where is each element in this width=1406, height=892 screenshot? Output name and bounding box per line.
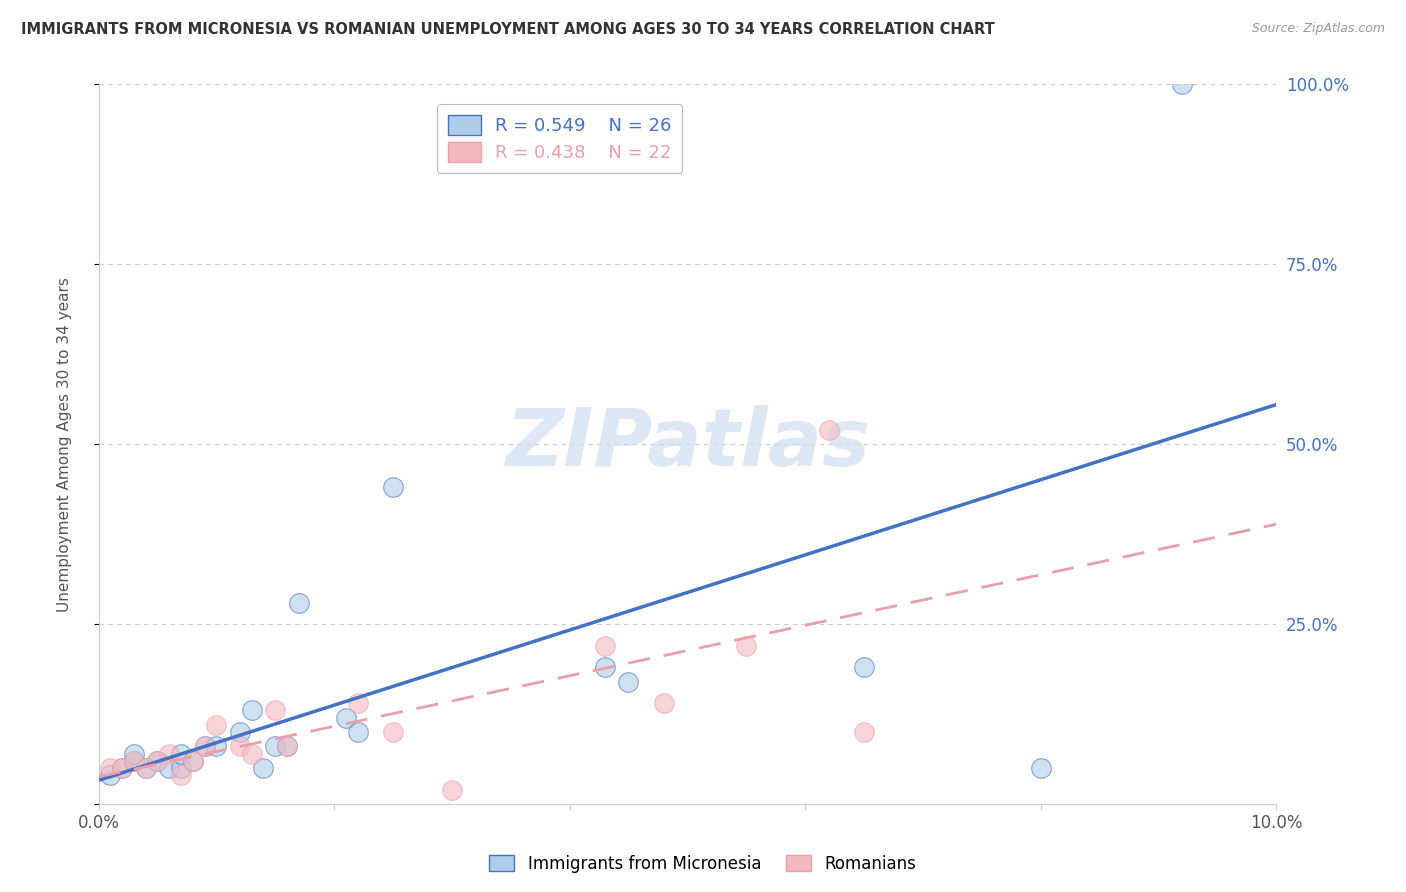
- Point: [122, 747, 145, 761]
- Point: [146, 754, 169, 768]
- Point: [193, 739, 215, 754]
- Point: [122, 754, 145, 768]
- Point: [181, 754, 204, 768]
- Point: [381, 480, 404, 494]
- Text: Source: ZipAtlas.com: Source: ZipAtlas.com: [1251, 22, 1385, 36]
- Point: [111, 761, 134, 775]
- Point: [735, 639, 758, 653]
- Point: [1029, 761, 1052, 775]
- Point: [193, 739, 215, 754]
- Point: [440, 782, 463, 797]
- Point: [146, 754, 169, 768]
- Point: [205, 739, 228, 754]
- Point: [170, 768, 193, 782]
- Point: [276, 739, 298, 754]
- Point: [287, 595, 309, 609]
- Point: [229, 725, 252, 739]
- Text: ZIPatlas: ZIPatlas: [505, 405, 870, 483]
- Point: [157, 747, 180, 761]
- Point: [652, 696, 675, 710]
- Legend: Immigrants from Micronesia, Romanians: Immigrants from Micronesia, Romanians: [482, 848, 924, 880]
- Point: [817, 423, 839, 437]
- Point: [98, 761, 121, 775]
- Point: [381, 725, 404, 739]
- Point: [264, 703, 287, 717]
- Point: [205, 718, 228, 732]
- Point: [122, 754, 145, 768]
- Point: [852, 660, 875, 674]
- Point: [593, 639, 616, 653]
- Point: [346, 696, 368, 710]
- Point: [170, 747, 193, 761]
- Point: [617, 674, 640, 689]
- Point: [252, 761, 274, 775]
- Point: [335, 711, 357, 725]
- Point: [264, 739, 287, 754]
- Point: [346, 725, 368, 739]
- Point: [593, 660, 616, 674]
- Legend: R = 0.549    N = 26, R = 0.438    N = 22: R = 0.549 N = 26, R = 0.438 N = 22: [437, 104, 682, 173]
- Point: [276, 739, 298, 754]
- Point: [181, 754, 204, 768]
- Point: [135, 761, 157, 775]
- Text: IMMIGRANTS FROM MICRONESIA VS ROMANIAN UNEMPLOYMENT AMONG AGES 30 TO 34 YEARS CO: IMMIGRANTS FROM MICRONESIA VS ROMANIAN U…: [21, 22, 995, 37]
- Point: [1171, 78, 1194, 92]
- Y-axis label: Unemployment Among Ages 30 to 34 years: Unemployment Among Ages 30 to 34 years: [58, 277, 72, 612]
- Point: [157, 761, 180, 775]
- Point: [170, 761, 193, 775]
- Point: [240, 703, 263, 717]
- Point: [240, 747, 263, 761]
- Point: [229, 739, 252, 754]
- Point: [135, 761, 157, 775]
- Point: [98, 768, 121, 782]
- Point: [111, 761, 134, 775]
- Point: [852, 725, 875, 739]
